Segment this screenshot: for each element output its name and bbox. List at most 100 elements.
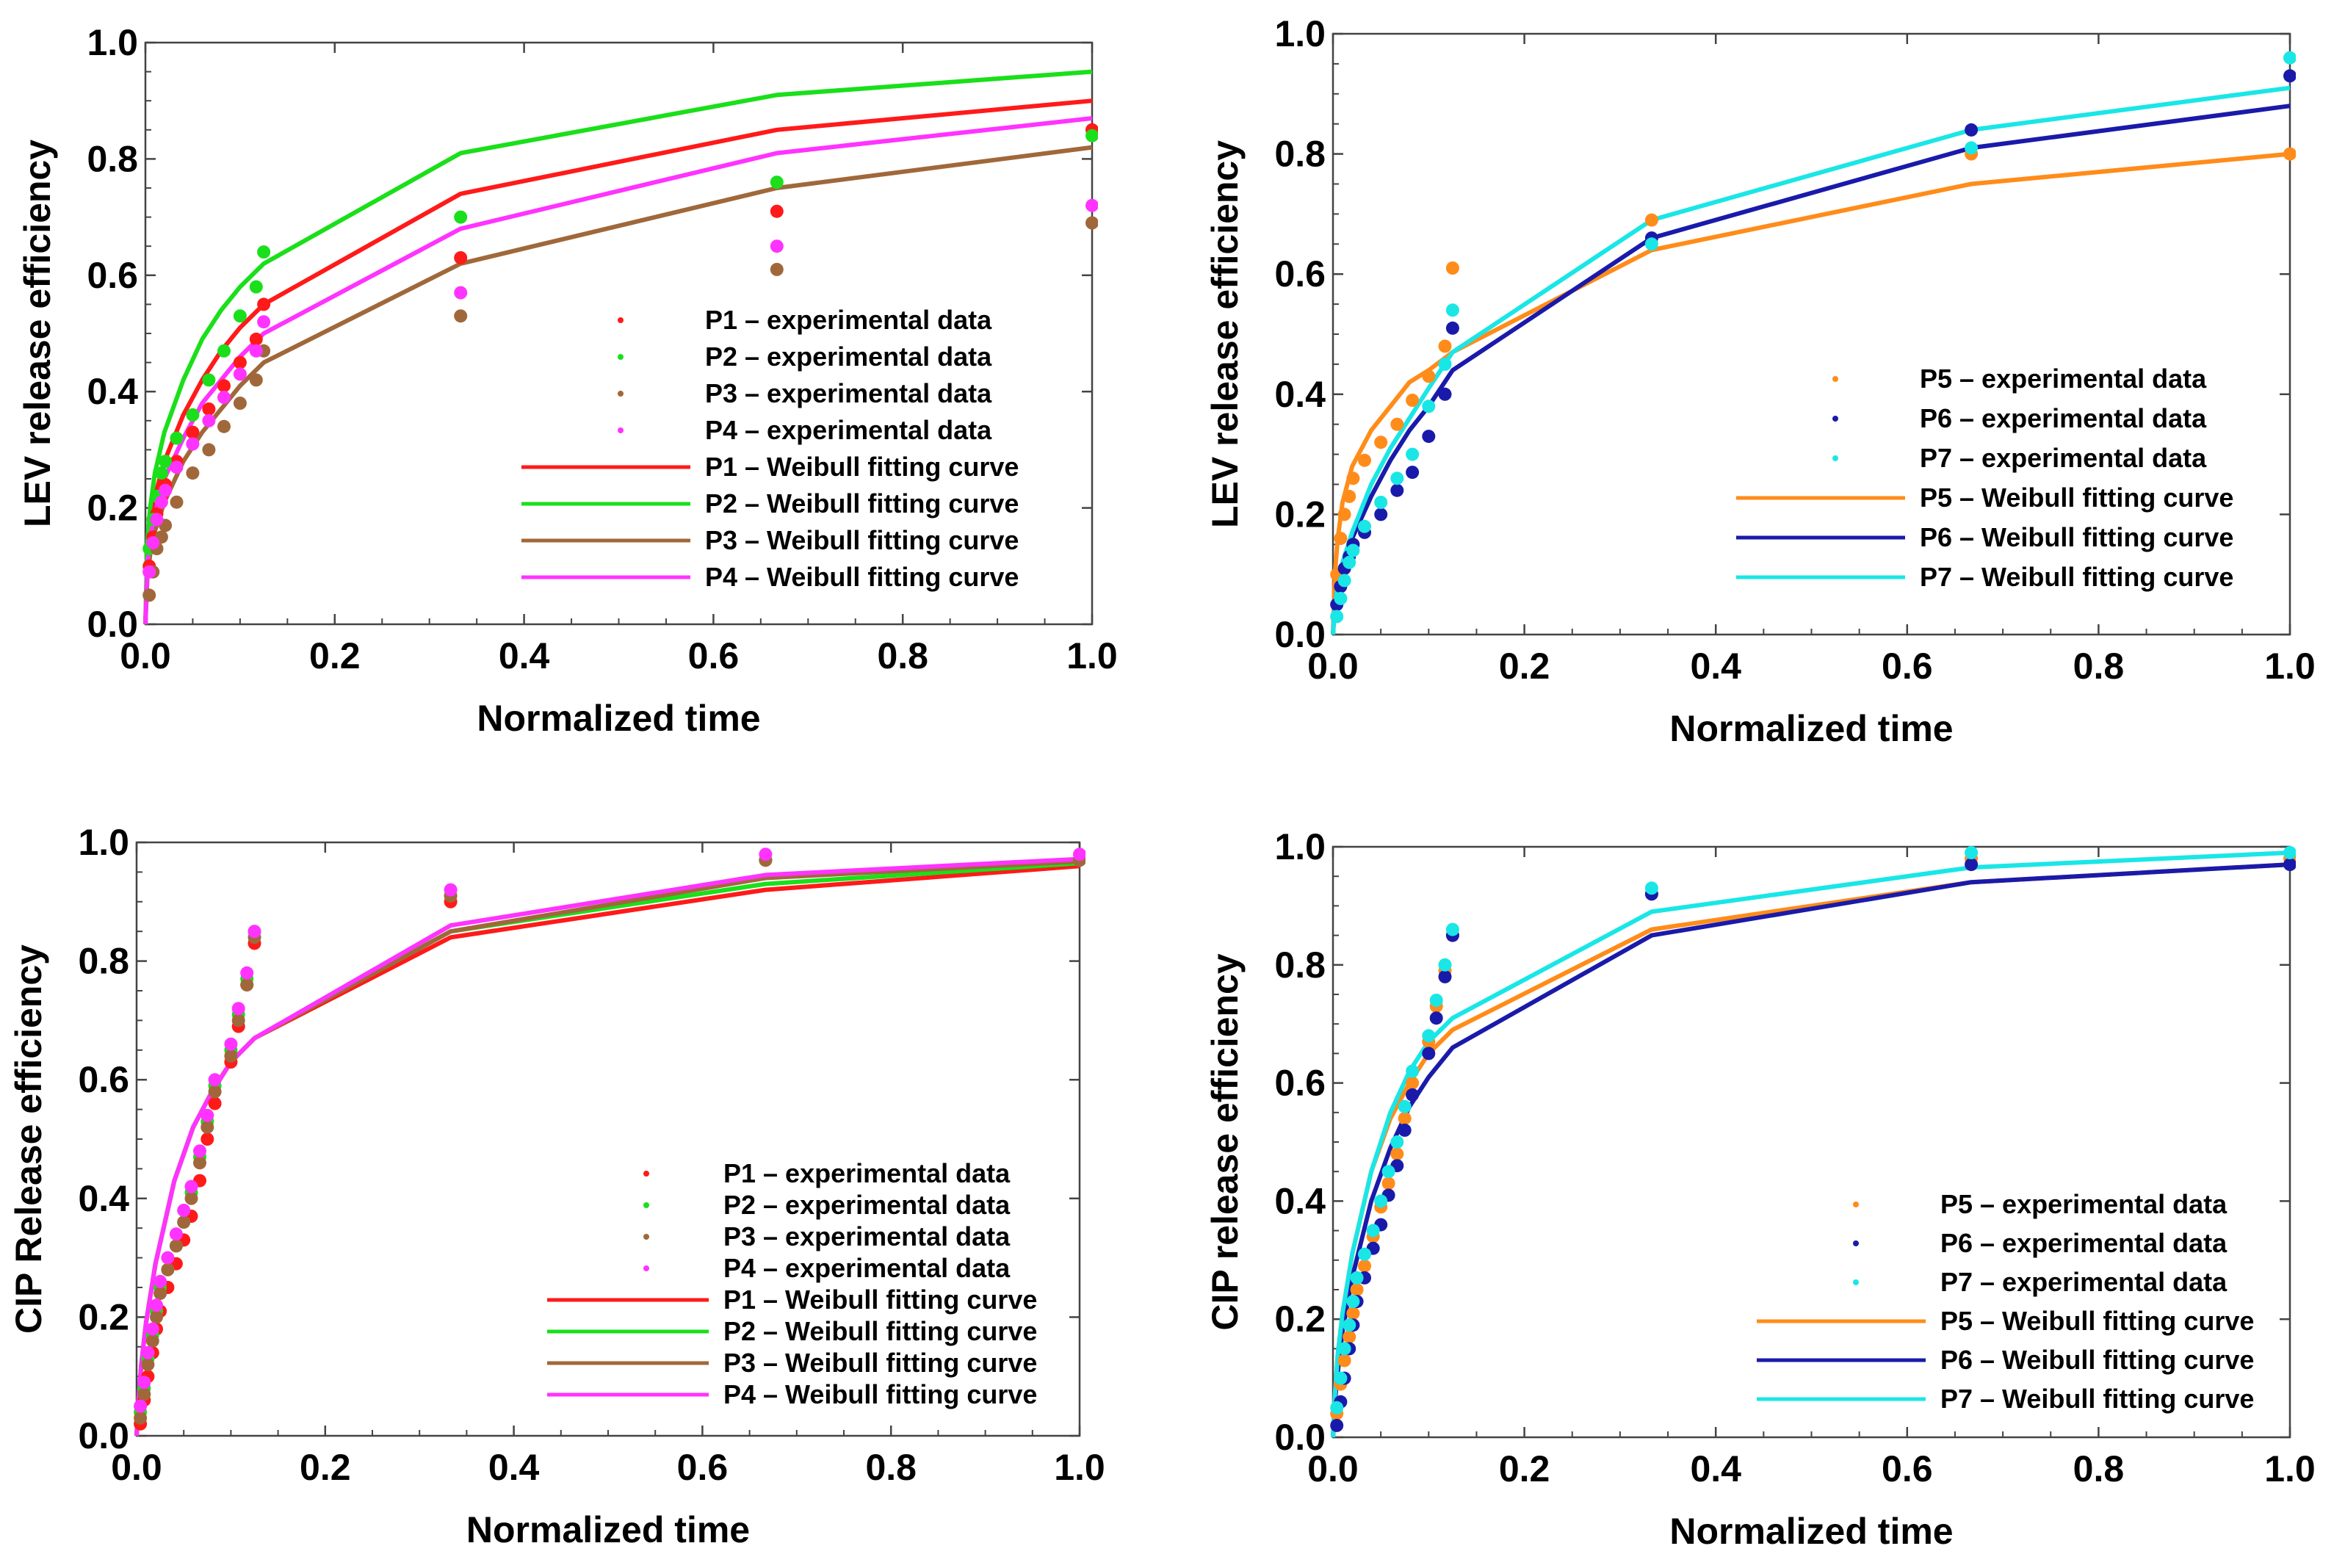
point-p1 [208,1096,222,1110]
point-p6 [1398,1123,1412,1137]
point-p2 [249,280,263,294]
point-p2 [770,176,784,189]
legend-label: P4 – Weibull fitting curve [705,562,1019,592]
point-p3 [217,419,231,433]
point-p4 [186,437,200,451]
legend-marker-point [1832,416,1838,422]
point-p7 [1644,237,1658,251]
point-p4 [202,413,216,427]
point-p2 [186,408,200,422]
y-tick-label: 0.8 [1274,944,1326,986]
y-tick-label: 1.0 [78,822,129,863]
point-p3 [145,1334,159,1348]
x-tick-label: 1.0 [2264,646,2316,687]
legend-label: P1 – experimental data [723,1158,1011,1188]
point-p5 [1358,1259,1371,1273]
y-axis-title: LEV release efficiency [1204,140,1246,528]
point-p3 [1085,216,1098,230]
point-p7 [1343,1318,1356,1332]
point-p7 [1406,1064,1420,1078]
x-tick-label: 0.4 [488,1447,540,1488]
point-p4 [150,1298,163,1312]
legend-label: P2 – Weibull fitting curve [705,488,1019,519]
point-p4 [146,536,160,550]
point-p4 [248,925,261,939]
point-p4 [142,565,156,579]
point-p7 [1429,994,1443,1007]
legend: P5 – experimental data P6 – experimental … [1736,364,2233,592]
point-p7 [1422,400,1436,413]
legend-marker-point [643,1202,649,1208]
point-p5 [1358,453,1371,467]
y-tick-label: 0.8 [87,138,138,179]
legend-marker-point [1832,376,1838,382]
point-p4 [444,883,458,897]
point-p3 [208,1085,222,1099]
point-p3 [170,495,184,509]
legend-label: P3 – experimental data [705,378,992,408]
curve-p2-weibull [143,69,1093,625]
x-tick-label: 0.8 [877,635,928,676]
point-p6 [1445,321,1459,335]
point-p5 [1343,489,1356,503]
point-p4 [224,1037,238,1051]
point-p5 [1390,1147,1404,1161]
point-p4 [134,1399,148,1413]
legend-label: P3 – experimental data [723,1221,1011,1251]
point-p3 [224,1049,238,1063]
y-tick-label: 1.0 [87,22,138,63]
point-p7 [1445,922,1459,936]
point-p6 [1330,1418,1344,1432]
legend-label: P2 – experimental data [723,1190,1011,1220]
legend-label: P7 – experimental data [1920,443,2207,473]
point-p1 [233,355,247,369]
point-p4 [240,966,254,980]
point-p5 [1445,261,1459,275]
legend-label: P3 – Weibull fitting curve [723,1348,1037,1378]
legend-label: P7 – experimental data [1940,1267,2228,1297]
legend-label: P1 – experimental data [705,305,992,335]
legend-label: P1 – Weibull fitting curve [723,1285,1037,1315]
point-p7 [1438,357,1452,371]
point-p7 [1350,1271,1364,1285]
y-tick-label: 0.4 [1274,1180,1326,1221]
point-p7 [1366,1224,1380,1238]
point-p7 [1334,591,1348,605]
point-p3 [454,309,468,323]
point-p1 [257,297,271,311]
point-p4 [208,1073,222,1087]
legend-label: P5 – experimental data [1920,364,2207,394]
y-tick-label: 0.6 [87,255,138,296]
x-tick-label: 1.0 [1054,1447,1105,1488]
point-p5 [1350,1283,1364,1296]
point-p5 [1406,1076,1420,1090]
point-p6 [1422,430,1436,444]
point-p6 [1390,483,1404,497]
point-p5 [1374,436,1388,449]
legend-label: P4 – experimental data [723,1253,1011,1283]
point-p4 [454,286,468,300]
x-tick-label: 0.2 [1499,1448,1550,1489]
point-p4 [145,1322,159,1336]
x-tick-label: 0.0 [1307,646,1359,687]
curve-p7-weibull [1331,85,2291,635]
point-p4 [137,1376,151,1390]
point-p4 [170,460,184,474]
point-p5 [1406,394,1420,407]
point-p3 [186,466,200,480]
point-p1 [770,204,784,218]
point-p7 [1346,543,1360,557]
point-p5 [1346,1307,1360,1320]
point-p7 [2283,51,2296,65]
point-p3 [153,1287,167,1301]
point-p7 [1644,881,1658,895]
y-tick-label: 0.4 [87,371,138,412]
point-p2 [159,455,173,469]
point-p1 [454,251,468,264]
point-p4 [759,848,773,861]
plot-area [142,69,1098,625]
x-tick-label: 0.8 [2073,646,2125,687]
point-p4 [770,239,784,253]
x-tick-label: 1.0 [2264,1448,2316,1489]
